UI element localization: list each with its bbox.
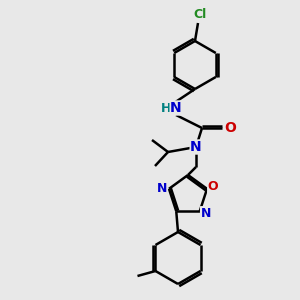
Text: N: N <box>190 140 202 154</box>
Text: O: O <box>224 121 236 135</box>
Text: N: N <box>157 182 167 195</box>
Text: N: N <box>201 207 211 220</box>
Text: N: N <box>170 101 182 115</box>
Text: O: O <box>208 180 218 193</box>
Text: H: H <box>161 101 171 115</box>
Text: Cl: Cl <box>194 8 207 22</box>
